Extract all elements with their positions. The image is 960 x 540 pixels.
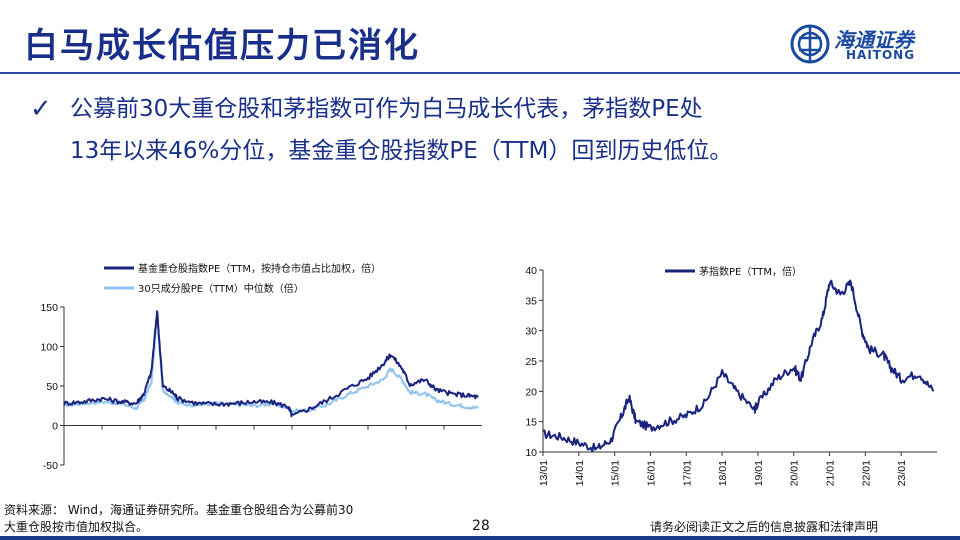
haitong-emblem-icon bbox=[790, 24, 830, 64]
x-tick-label: 19/01 bbox=[753, 460, 765, 486]
y-tick-label: 20 bbox=[525, 386, 537, 398]
source-note-line-1: 资料来源： Wind，海通证券研究所。基金重仓股组合为公募前30 bbox=[4, 503, 354, 517]
fund-holdings-pe-chart: -5005010015013/0114/0115/0116/0117/0118/… bbox=[40, 262, 482, 470]
x-tick-label: 17/01 bbox=[681, 460, 693, 486]
y-tick-label: 50 bbox=[46, 381, 58, 393]
x-tick-label: 15/01 bbox=[610, 460, 622, 486]
series-line bbox=[63, 314, 479, 414]
checkmark-icon: ✓ bbox=[30, 94, 52, 124]
logo-text-cn: 海通证券 bbox=[834, 28, 914, 52]
y-tick-label: 100 bbox=[40, 342, 58, 354]
x-tick-label: 13/01 bbox=[538, 460, 550, 486]
y-tick-label: 40 bbox=[525, 265, 537, 277]
x-tick-label: 21/01 bbox=[825, 460, 837, 486]
y-tick-label: 25 bbox=[525, 356, 537, 368]
x-tick-label: 23/01 bbox=[896, 460, 908, 486]
company-logo: 海通证券 HAITONG bbox=[790, 24, 940, 64]
y-tick-label: 30 bbox=[525, 326, 537, 338]
series-line bbox=[543, 279, 935, 453]
x-tick-label: 16/01 bbox=[645, 460, 657, 486]
mao-index-pe-chart: 10 15 20 25 30 35 40 13/01 14/01 15/01 16/01 17/01 1… bbox=[525, 265, 937, 486]
x-tick-label: 20/01 bbox=[789, 460, 801, 486]
title-divider bbox=[0, 72, 960, 74]
bullet-line-2: 13年以来46%分位，基金重仓股指数PE（TTM）回到历史低位。 bbox=[70, 138, 733, 164]
x-tick-label: 14/01 bbox=[574, 460, 586, 486]
x-tick-label: 18/01 bbox=[717, 460, 729, 486]
disclaimer: 请务必阅读正文之后的信息披露和法律声明 bbox=[650, 520, 879, 534]
y-tick-label: 35 bbox=[525, 295, 537, 307]
y-tick-label: 0 bbox=[52, 421, 58, 433]
bullet-line-1: 公募前30大重仓股和茅指数可作为白马成长代表，茅指数PE处 bbox=[70, 96, 703, 122]
logo-text-en: HAITONG bbox=[846, 48, 916, 62]
y-tick-label: 150 bbox=[40, 302, 58, 314]
legend-label: 茅指数PE（TTM，倍） bbox=[699, 265, 802, 278]
y-tick-label: -50 bbox=[43, 460, 58, 470]
series-line bbox=[63, 310, 479, 418]
y-tick-label: 10 bbox=[525, 447, 537, 459]
source-note-line-2: 大重仓股按市值加权拟合。 bbox=[4, 520, 149, 534]
legend-label: 30只成分股PE（TTM）中位数（倍） bbox=[138, 282, 304, 295]
x-tick-label: 22/01 bbox=[860, 460, 872, 486]
y-tick-label: 15 bbox=[525, 417, 537, 429]
legend-label: 基金重仓股指数PE（TTM，按持仓市值占比加权，倍） bbox=[138, 262, 381, 275]
bottom-bar bbox=[0, 536, 960, 540]
page-title: 白马成长估值压力已消化 bbox=[24, 26, 420, 66]
page-number: 28 bbox=[472, 518, 490, 534]
